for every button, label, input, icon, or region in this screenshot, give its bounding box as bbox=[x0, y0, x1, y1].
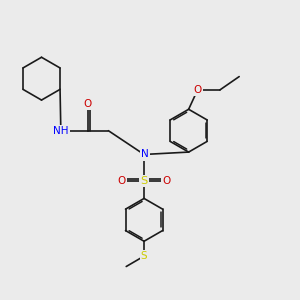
Text: S: S bbox=[141, 251, 147, 261]
Text: O: O bbox=[194, 85, 202, 95]
Text: O: O bbox=[162, 176, 170, 186]
Text: S: S bbox=[140, 176, 148, 186]
Text: NH: NH bbox=[53, 126, 69, 136]
Text: O: O bbox=[118, 176, 126, 186]
Text: N: N bbox=[141, 149, 148, 160]
Text: O: O bbox=[83, 99, 92, 109]
